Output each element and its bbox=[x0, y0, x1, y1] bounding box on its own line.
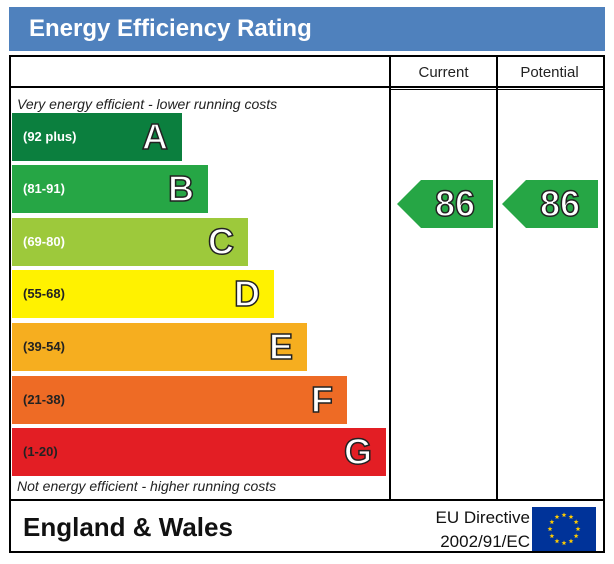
band-range-label: (81-91) bbox=[23, 181, 65, 196]
chart-title: Energy Efficiency Rating bbox=[29, 15, 312, 42]
band-range-label: (69-80) bbox=[23, 234, 65, 249]
band-range-label: (39-54) bbox=[23, 339, 65, 354]
footer-row-divider bbox=[9, 499, 605, 501]
band-range-label: (55-68) bbox=[23, 286, 65, 301]
band-letter: E bbox=[268, 326, 294, 368]
eu-star-icon bbox=[549, 519, 555, 525]
eu-star-icon bbox=[568, 514, 574, 519]
band-range-label: (21-38) bbox=[23, 392, 65, 407]
band-a: (92 plus) A bbox=[12, 113, 182, 161]
arrow-shape bbox=[397, 180, 493, 228]
eu-star-icon bbox=[549, 533, 555, 539]
potential-rating-arrow: 86 bbox=[502, 180, 598, 228]
band-b: (81-91) B bbox=[12, 165, 208, 213]
directive-line-2: 2002/91/EC bbox=[440, 532, 530, 551]
header-row-divider-inner bbox=[389, 89, 605, 90]
rating-table bbox=[9, 55, 605, 553]
current-arrow-fill bbox=[397, 180, 493, 228]
eu-star-icon bbox=[554, 514, 560, 519]
vertical-divider-current bbox=[389, 55, 391, 500]
band-f: (21-38) F bbox=[12, 376, 347, 424]
eu-star-icon bbox=[573, 533, 579, 539]
current-column-header: Current bbox=[418, 64, 469, 81]
eu-star-icon bbox=[554, 538, 560, 544]
band-letter: C bbox=[207, 221, 235, 263]
efficient-note: Very energy efficient - lower running co… bbox=[17, 96, 278, 112]
band-range-label: (92 plus) bbox=[23, 129, 77, 144]
eu-star-icon bbox=[561, 512, 567, 518]
region-label: England & Wales bbox=[23, 512, 233, 542]
current-rating-arrow: 86 bbox=[397, 180, 493, 228]
arrow-shape bbox=[502, 180, 598, 228]
band-d: (55-68) D bbox=[12, 270, 274, 318]
inefficient-note: Not energy efficient - higher running co… bbox=[17, 478, 277, 494]
band-letter: B bbox=[167, 168, 195, 210]
band-e: (39-54) E bbox=[12, 323, 307, 371]
band-letter: A bbox=[141, 116, 169, 158]
band-letter: D bbox=[233, 273, 261, 315]
band-letter: F bbox=[310, 379, 334, 421]
eu-star-icon bbox=[573, 519, 579, 525]
eu-star-icon bbox=[547, 526, 553, 532]
band-range-label: (1-20) bbox=[23, 444, 58, 459]
potential-column-header: Potential bbox=[520, 64, 579, 81]
directive-line-1: EU Directive bbox=[435, 508, 530, 527]
potential-rating-value: 86 bbox=[539, 183, 581, 225]
eu-flag-icon bbox=[532, 507, 596, 551]
eu-star-icon bbox=[575, 526, 581, 532]
band-letter: G bbox=[343, 431, 373, 473]
header-row-divider bbox=[9, 86, 605, 88]
potential-arrow-fill bbox=[502, 180, 598, 228]
eu-star-icon bbox=[568, 538, 574, 544]
band-g: (1-20) G bbox=[12, 428, 386, 476]
band-c: (69-80) C bbox=[12, 218, 248, 266]
eu-star-icon bbox=[561, 540, 567, 546]
current-rating-value: 86 bbox=[434, 183, 476, 225]
vertical-divider-potential bbox=[496, 55, 498, 500]
title-bar: Energy Efficiency Rating bbox=[9, 7, 605, 51]
